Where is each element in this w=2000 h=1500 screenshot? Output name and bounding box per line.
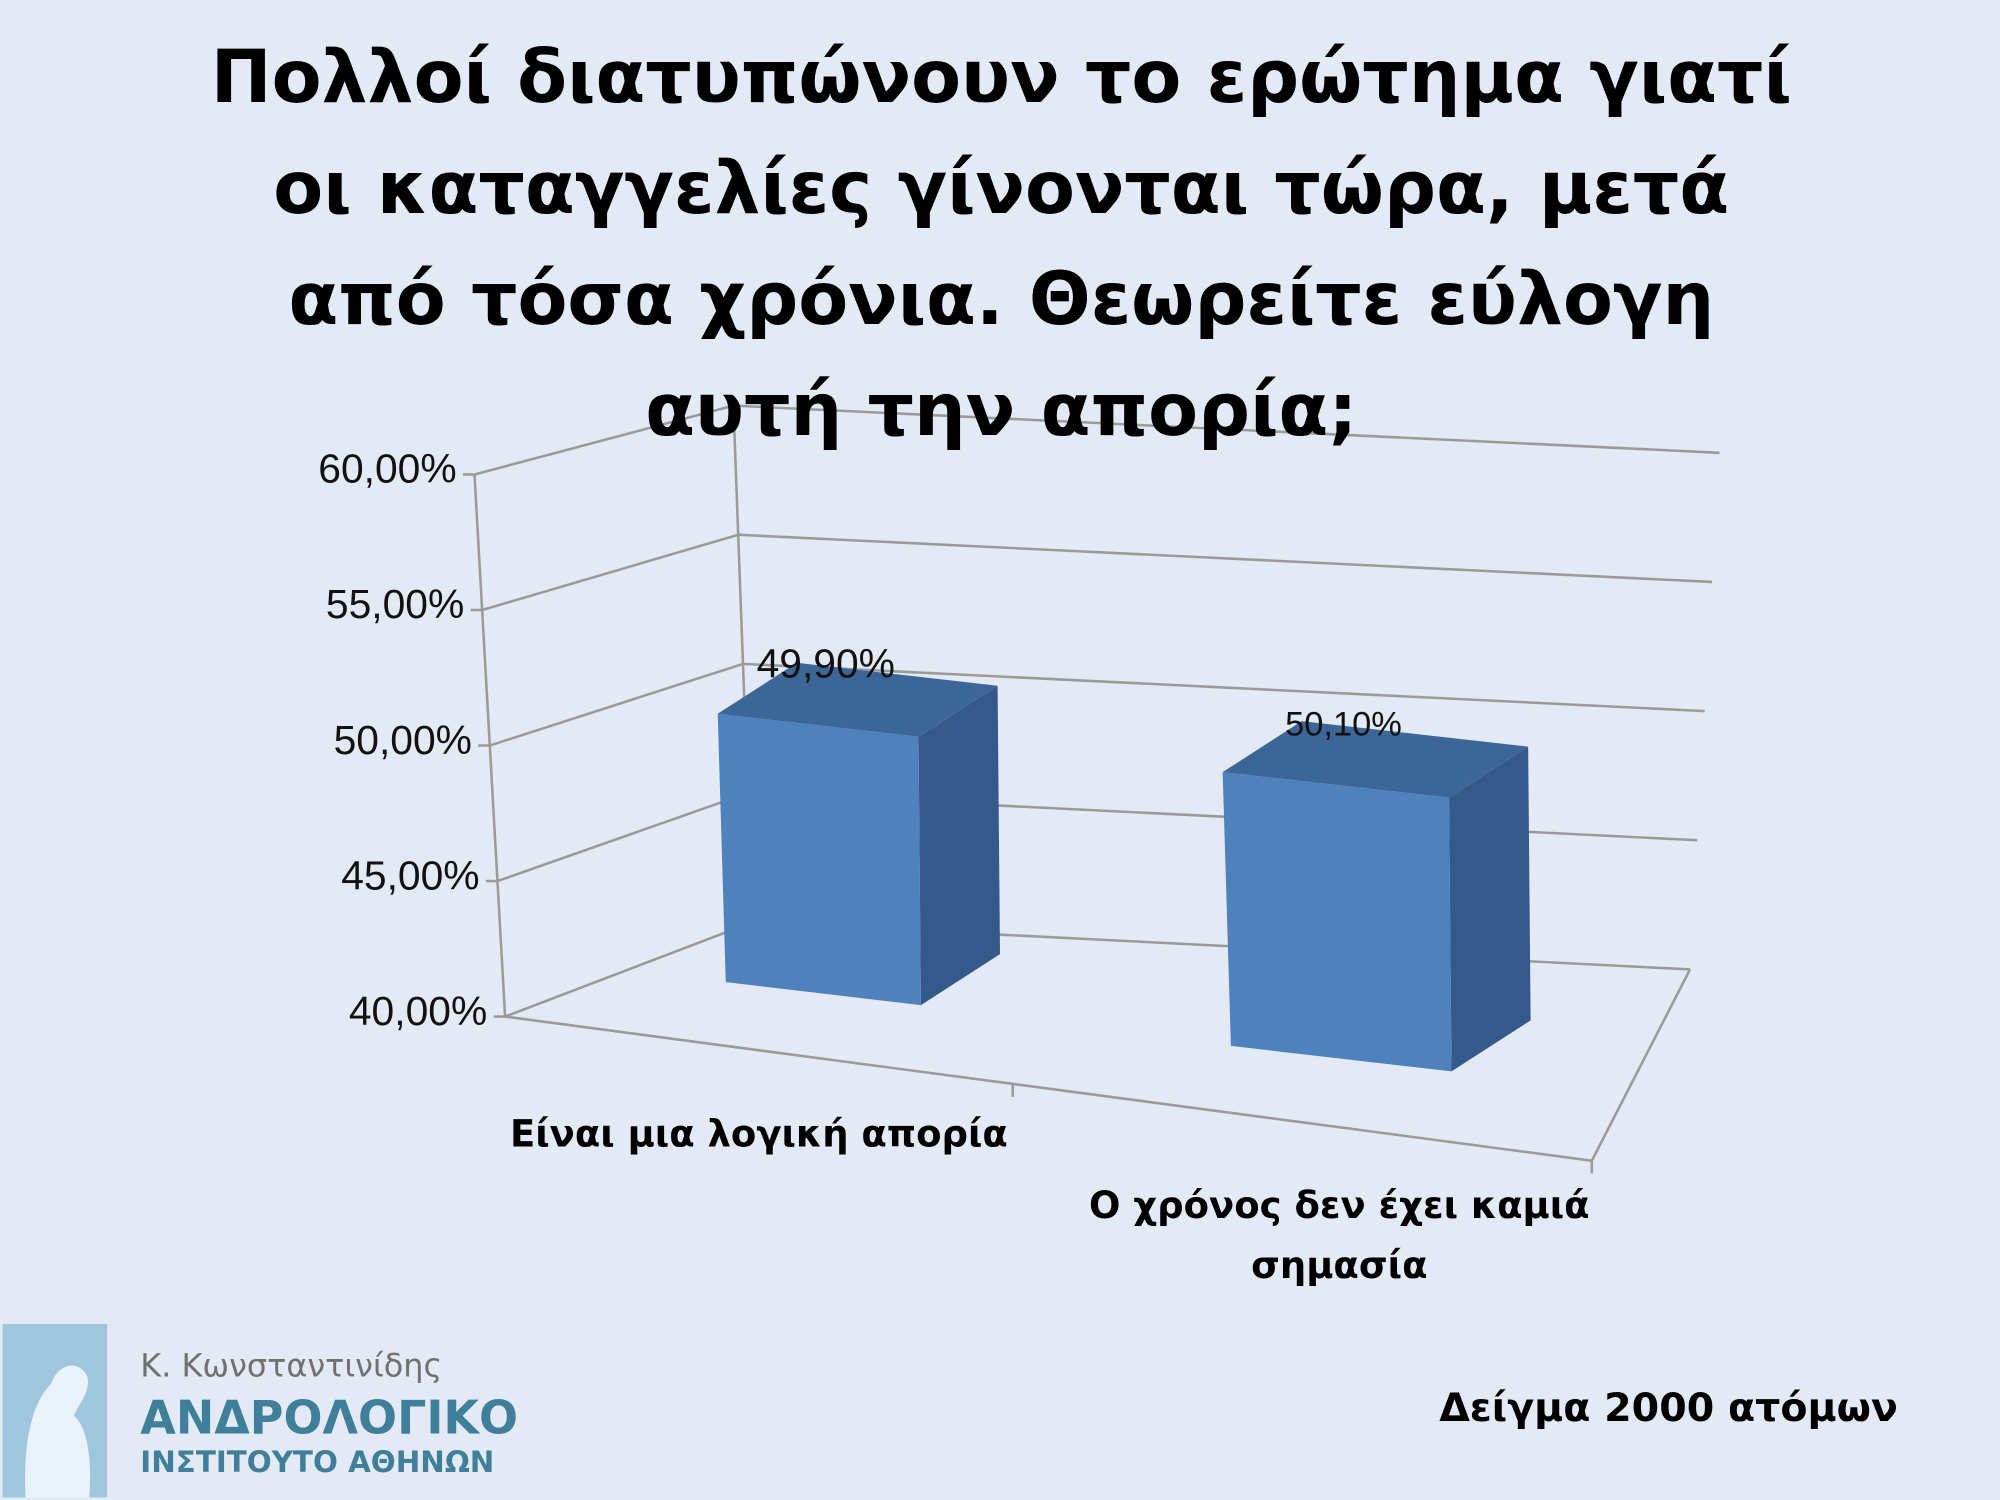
grid-line [481,533,1713,612]
chart-title: Πολλοί διατυπώνουν το ερώτημα γιατί οι κ… [210,35,1792,453]
bar-side [918,685,1000,1006]
bar-side [1449,746,1531,1072]
logo-title: ΑΝΔΡΟΛΟΓΙΚΟ [140,1392,519,1446]
bar-front [717,713,921,1006]
x-tick-label: Ο χρόνος δεν έχει καμιά σημασία [1088,1183,1590,1287]
y-tick-label: 50,00% [334,717,472,763]
logo-icon [2,1323,108,1498]
grid-line [489,662,1705,747]
data-label: 50,10% [1285,705,1402,743]
grid-line [474,404,1720,476]
bar-front [1222,772,1452,1072]
logo-name: Κ. Κωνσταντινίδης [140,1346,443,1384]
y-tick-label: 60,00% [318,446,456,492]
logo-subtitle: ΙΝΣΤΙΤΟΥΤΟ ΑΘΗΝΩΝ [140,1446,495,1480]
y-tick-label: 55,00% [326,581,464,627]
y-tick-label: 40,00% [349,988,487,1034]
x-tick-label: Είναι μια λογική απορία [510,1112,1008,1156]
y-tick-label: 45,00% [341,852,479,898]
data-label: 49,90% [757,640,895,686]
bar-top [717,662,998,737]
annotation: Δείγμα 2000 ατόμων [1439,1385,1898,1432]
bar-top [1222,721,1529,798]
